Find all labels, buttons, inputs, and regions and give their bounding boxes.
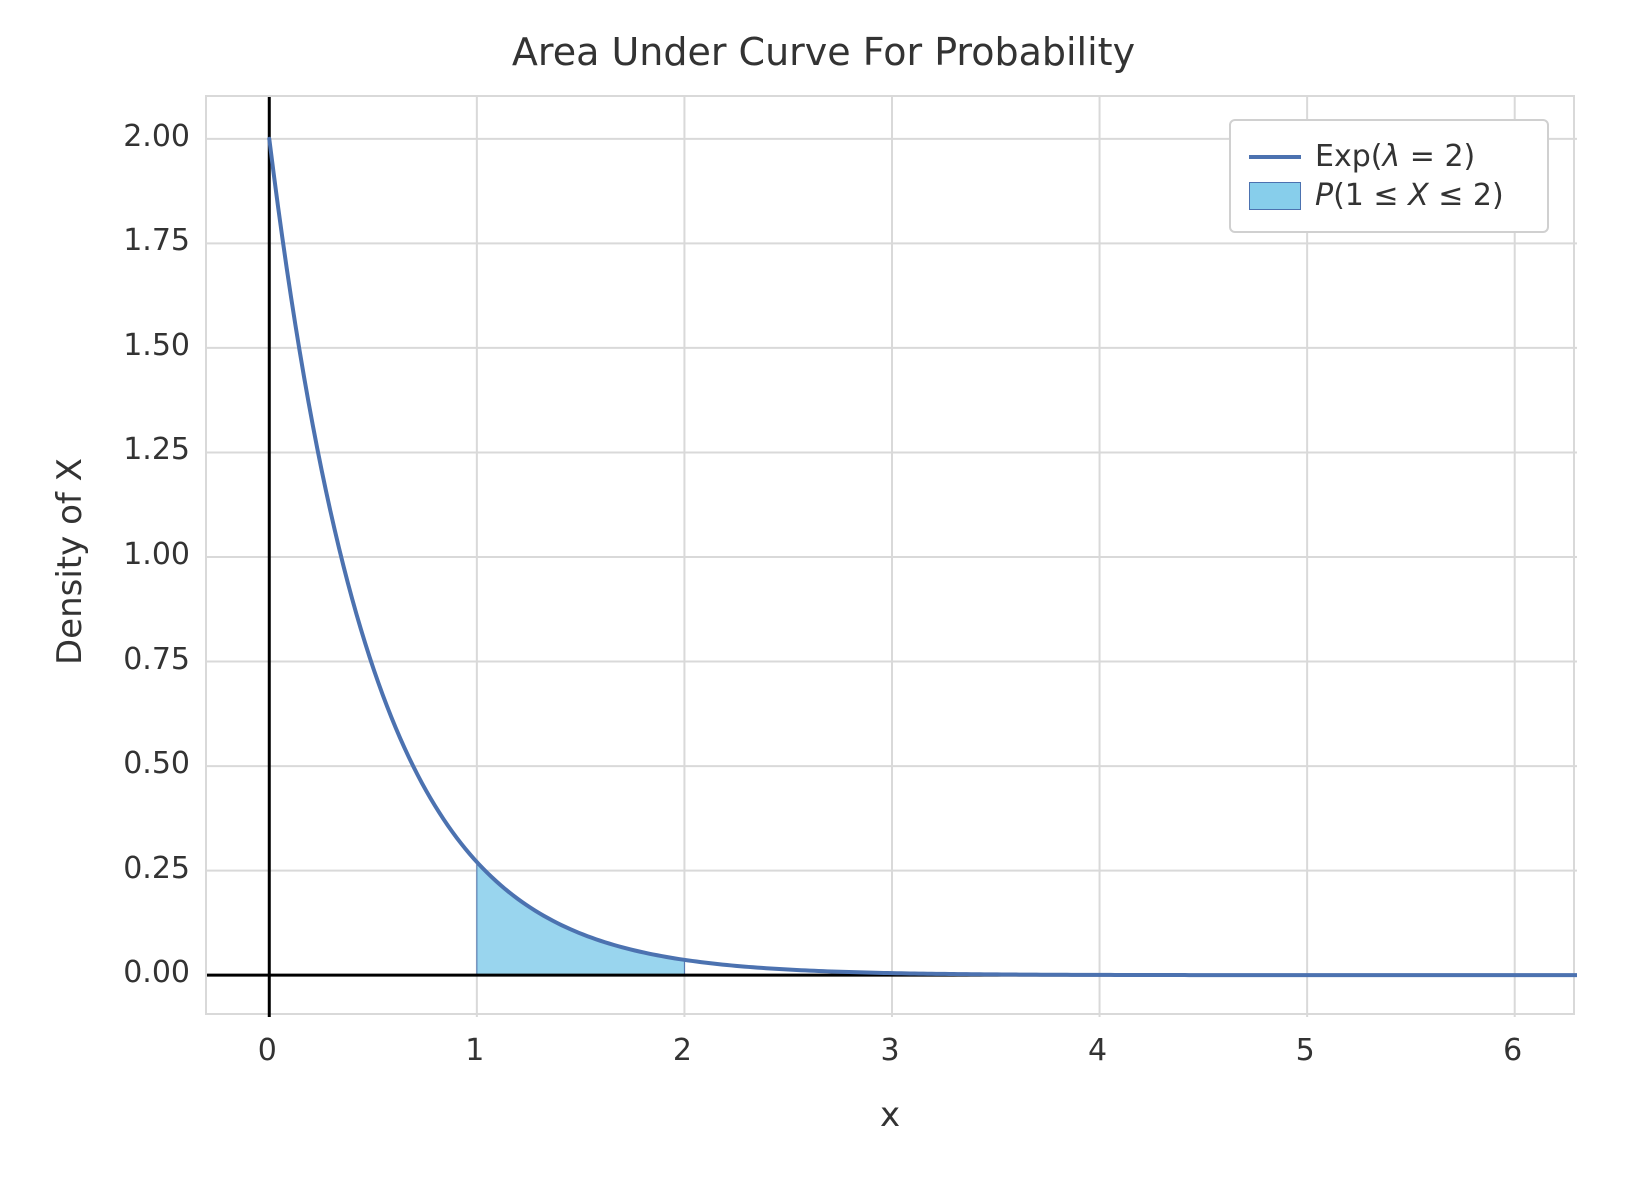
x-tick-label: 4 (1068, 1033, 1128, 1068)
x-tick-label: 6 (1483, 1033, 1543, 1068)
x-tick-label: 1 (445, 1033, 505, 1068)
legend-patch-label: P(1 ≤ X ≤ 2) (1315, 178, 1504, 213)
legend-patch-swatch (1249, 182, 1301, 210)
y-tick-label: 1.25 (100, 432, 190, 467)
chart-container: Area Under Curve For Probability Density… (0, 0, 1647, 1188)
plot-area: Exp(λ = 2) P(1 ≤ X ≤ 2) (205, 95, 1575, 1015)
legend: Exp(λ = 2) P(1 ≤ X ≤ 2) (1229, 119, 1549, 233)
y-tick-label: 0.00 (100, 955, 190, 990)
y-tick-label: 0.75 (100, 642, 190, 677)
x-tick-label: 2 (652, 1033, 712, 1068)
fill-region (477, 862, 685, 975)
y-tick-label: 1.75 (100, 223, 190, 258)
chart-title: Area Under Curve For Probability (0, 30, 1647, 74)
y-tick-label: 2.00 (100, 119, 190, 154)
x-tick-label: 5 (1275, 1033, 1335, 1068)
y-tick-label: 1.00 (100, 537, 190, 572)
y-tick-label: 1.50 (100, 328, 190, 363)
y-tick-label: 0.25 (100, 851, 190, 886)
plot-svg (207, 97, 1577, 1017)
y-tick-label: 0.50 (100, 746, 190, 781)
legend-item-patch: P(1 ≤ X ≤ 2) (1249, 178, 1527, 213)
legend-line-label: Exp(λ = 2) (1315, 139, 1475, 174)
x-tick-label: 3 (860, 1033, 920, 1068)
x-tick-label: 0 (237, 1033, 297, 1068)
legend-line-swatch (1249, 143, 1301, 171)
y-axis-label: Density of X (50, 458, 90, 665)
x-axis-label: x (205, 1095, 1575, 1135)
legend-item-line: Exp(λ = 2) (1249, 139, 1527, 174)
